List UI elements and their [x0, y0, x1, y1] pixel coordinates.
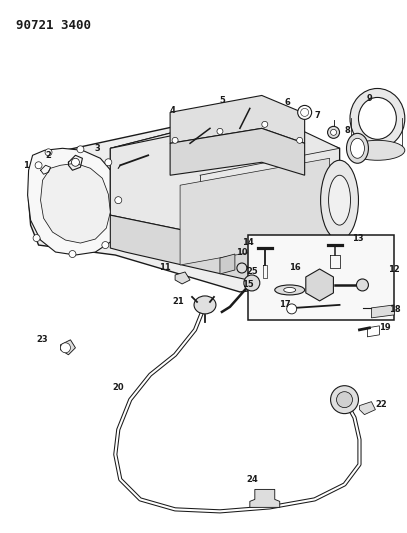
Circle shape [301, 108, 309, 116]
Polygon shape [41, 163, 110, 243]
Circle shape [330, 386, 359, 414]
Circle shape [45, 149, 52, 156]
Polygon shape [359, 402, 375, 415]
Polygon shape [110, 215, 339, 285]
Polygon shape [265, 260, 280, 282]
Text: 20: 20 [112, 383, 124, 392]
Circle shape [244, 275, 260, 291]
Ellipse shape [194, 296, 216, 314]
Polygon shape [220, 254, 235, 274]
Polygon shape [110, 116, 339, 248]
Text: 6: 6 [285, 98, 291, 107]
Circle shape [328, 126, 339, 139]
Ellipse shape [275, 285, 305, 295]
Text: 8: 8 [345, 126, 350, 135]
Text: 3: 3 [94, 144, 100, 153]
Polygon shape [170, 128, 305, 175]
Polygon shape [110, 116, 270, 220]
Text: 7: 7 [315, 111, 320, 120]
Circle shape [297, 138, 303, 143]
Circle shape [330, 130, 337, 135]
Polygon shape [110, 116, 270, 163]
Polygon shape [248, 235, 394, 320]
Text: 22: 22 [376, 400, 387, 409]
Circle shape [337, 392, 352, 408]
Text: 10: 10 [236, 247, 248, 256]
Text: 1: 1 [23, 161, 28, 170]
Text: 16: 16 [289, 263, 300, 272]
Ellipse shape [350, 139, 364, 158]
Text: 5: 5 [219, 96, 225, 105]
Text: 13: 13 [352, 233, 363, 243]
Polygon shape [28, 112, 339, 292]
Ellipse shape [284, 287, 295, 293]
Circle shape [287, 304, 297, 314]
Text: 21: 21 [172, 297, 184, 306]
Polygon shape [372, 305, 394, 318]
Circle shape [115, 197, 122, 204]
Text: 15: 15 [242, 280, 254, 289]
Text: 4: 4 [169, 106, 175, 115]
Text: 14: 14 [242, 238, 254, 247]
Circle shape [172, 138, 178, 143]
Ellipse shape [321, 160, 359, 240]
Circle shape [69, 251, 76, 257]
Polygon shape [170, 95, 305, 143]
Circle shape [217, 128, 223, 134]
Text: 24: 24 [246, 475, 258, 484]
Circle shape [262, 122, 268, 127]
Text: 19: 19 [379, 324, 390, 333]
Text: 11: 11 [159, 263, 171, 272]
Ellipse shape [350, 88, 405, 148]
Text: 17: 17 [279, 301, 291, 309]
Circle shape [33, 235, 40, 241]
Text: 12: 12 [388, 265, 400, 274]
Circle shape [72, 158, 79, 166]
Polygon shape [250, 489, 280, 507]
Circle shape [35, 162, 42, 169]
Text: 23: 23 [37, 335, 48, 344]
Text: 90721 3400: 90721 3400 [15, 19, 91, 31]
Ellipse shape [346, 133, 368, 163]
Circle shape [298, 106, 312, 119]
Polygon shape [180, 158, 330, 265]
Circle shape [105, 159, 112, 166]
Circle shape [357, 279, 368, 291]
Text: 25: 25 [246, 268, 258, 277]
Polygon shape [61, 340, 75, 355]
Circle shape [61, 343, 70, 353]
Ellipse shape [350, 140, 405, 160]
Text: 2: 2 [46, 151, 51, 160]
Polygon shape [306, 269, 333, 301]
Circle shape [303, 250, 313, 260]
Circle shape [77, 146, 84, 153]
Polygon shape [28, 148, 120, 255]
Ellipse shape [328, 175, 350, 225]
Text: 18: 18 [389, 305, 400, 314]
Text: 9: 9 [367, 94, 372, 103]
Polygon shape [175, 272, 190, 284]
Circle shape [102, 241, 109, 248]
Ellipse shape [359, 98, 396, 139]
Circle shape [237, 263, 247, 273]
